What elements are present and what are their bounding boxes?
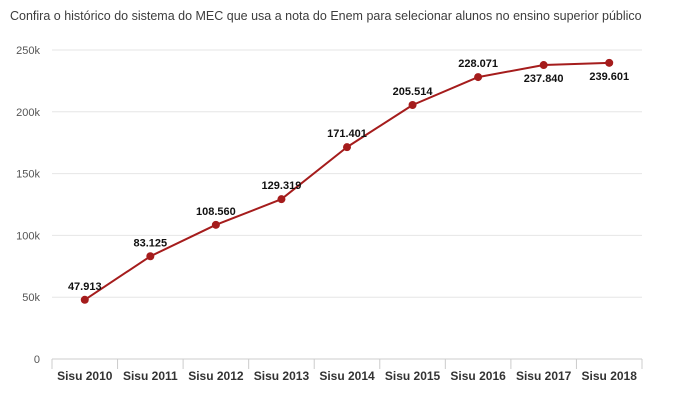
data-label: 228.071 xyxy=(458,58,498,70)
data-label: 239.601 xyxy=(589,71,629,83)
data-point[interactable] xyxy=(474,73,483,82)
data-labels: 47.913 83.125 108.560 129.319 171.401 205.514… xyxy=(68,58,629,293)
data-point[interactable] xyxy=(80,295,89,304)
data-label: 108.560 xyxy=(196,206,236,218)
data-label: 171.401 xyxy=(327,128,367,140)
x-tick-label: Sisu 2016 xyxy=(450,369,506,383)
data-label: 47.913 xyxy=(68,281,102,293)
x-axis-ticks: Sisu 2010 Sisu 2011 Sisu 2012 Sisu 2013 Sisu… xyxy=(51,358,643,383)
y-tick-label: 0 xyxy=(34,354,40,366)
chart-title: Confira o histórico do sistema do MEC qu… xyxy=(10,9,642,23)
series-line-layer xyxy=(83,61,611,301)
data-points xyxy=(80,58,614,304)
x-tick-label: Sisu 2013 xyxy=(254,369,310,383)
x-tick-label: Sisu 2012 xyxy=(188,369,244,383)
x-tick-label: Sisu 2015 xyxy=(385,369,441,383)
data-point[interactable] xyxy=(146,252,155,261)
series-line xyxy=(83,61,611,301)
y-tick-label: 50k xyxy=(22,292,40,304)
data-point[interactable] xyxy=(343,143,351,152)
x-tick-label: Sisu 2018 xyxy=(582,369,638,383)
data-label: 83.125 xyxy=(134,237,168,249)
x-tick-label: Sisu 2011 xyxy=(123,369,178,383)
y-axis-ticks: 0 50k 100k 150k 200k 250k xyxy=(16,45,40,366)
data-point[interactable] xyxy=(408,100,417,109)
data-point[interactable] xyxy=(211,220,220,229)
y-tick-label: 200k xyxy=(16,107,40,119)
x-tick-label: Sisu 2014 xyxy=(319,369,375,383)
data-label: 205.514 xyxy=(393,86,434,98)
data-label: 237.840 xyxy=(524,73,564,85)
data-label: 129.319 xyxy=(262,180,302,192)
data-point[interactable] xyxy=(277,195,286,204)
x-tick-label: Sisu 2010 xyxy=(57,369,113,383)
data-point[interactable] xyxy=(605,58,614,67)
y-tick-label: 150k xyxy=(16,169,40,181)
y-tick-label: 250k xyxy=(16,45,40,57)
y-tick-label: 100k xyxy=(16,230,40,242)
x-tick-label: Sisu 2017 xyxy=(516,369,572,383)
data-point[interactable] xyxy=(539,61,548,70)
grid-lines xyxy=(52,49,642,298)
